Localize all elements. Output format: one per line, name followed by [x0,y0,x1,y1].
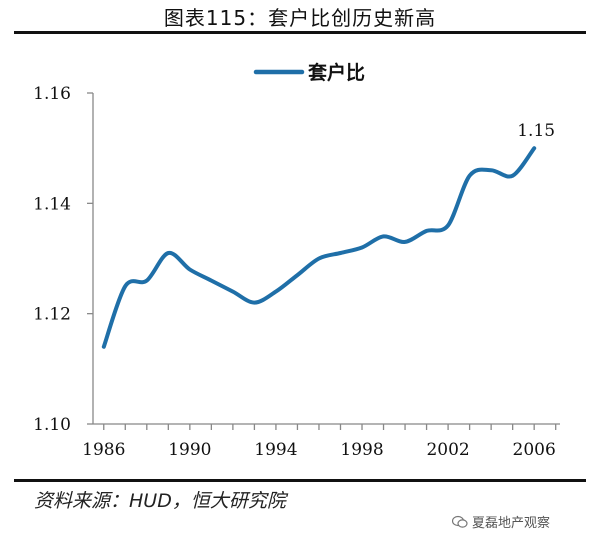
legend-label: 套户比 [307,61,365,84]
watermark: 夏磊地产观察 [452,512,550,531]
top-rule [14,31,586,34]
y-tick-label: 1.16 [33,84,71,104]
chart-series [101,146,537,349]
x-tick-label: 1994 [254,440,297,460]
chart-legend: 套户比 [253,61,365,84]
watermark-text: 夏磊地产观察 [472,516,551,531]
y-tick-label: 1.10 [33,415,71,435]
chart-axes: 1.10 1.12 1.14 1.16 1986 1990 1994 1998 2002 2006 [33,84,560,460]
data-label: 1.15 [517,121,555,141]
x-tick-label: 2002 [426,440,469,460]
series-line [101,146,537,349]
x-tick-label: 1998 [340,440,383,460]
source-note: 资料来源：HUD，恒大研究院 [34,490,286,512]
x-tick-label: 1990 [168,440,211,460]
chart-title: 图表115：套户比创历史新高 [163,6,437,30]
bottom-rule [14,479,586,482]
chart-annotations: 1.15 [517,121,555,141]
y-tick-label: 1.14 [33,194,71,214]
x-tick-label: 2006 [513,440,556,460]
y-tick-label: 1.12 [33,305,71,325]
wechat-icon [452,515,468,528]
x-tick-label: 1986 [82,440,125,460]
